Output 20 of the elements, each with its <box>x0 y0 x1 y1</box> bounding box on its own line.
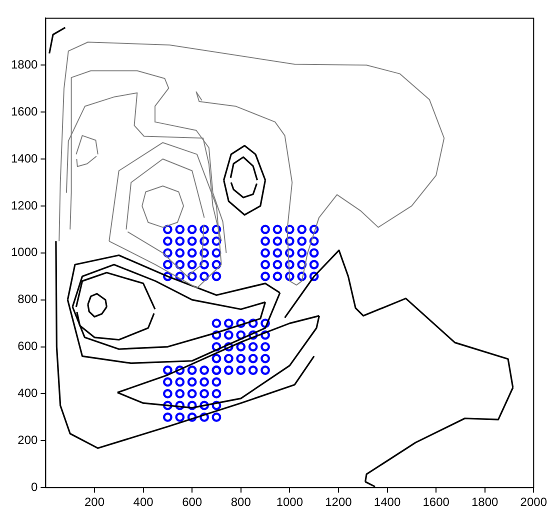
x-tick-label: 1400 <box>374 495 401 510</box>
x-tick-label: 200 <box>84 495 105 510</box>
y-tick-label: 800 <box>18 292 38 306</box>
x-tick-label: 2000 <box>520 495 548 510</box>
y-tick-label: 1400 <box>10 151 38 166</box>
x-tick-label: 1000 <box>276 495 304 510</box>
x-tick-label: 1800 <box>472 495 499 510</box>
y-tick-label: 0 <box>31 480 38 494</box>
y-tick-label: 1200 <box>10 198 38 212</box>
x-tick-label: 1600 <box>422 495 450 510</box>
x-tick-label: 1200 <box>325 495 352 510</box>
y-tick-label: 1600 <box>10 104 38 118</box>
x-tick-label: 800 <box>230 495 252 510</box>
x-tick-label: 600 <box>182 495 202 510</box>
y-tick-label: 1000 <box>10 245 38 260</box>
y-tick-label: 1800 <box>10 57 38 72</box>
y-tick-label: 200 <box>18 432 38 447</box>
y-tick-label: 600 <box>18 339 38 354</box>
y-tick-label: 400 <box>18 386 38 400</box>
x-tick-label: 400 <box>133 495 154 510</box>
